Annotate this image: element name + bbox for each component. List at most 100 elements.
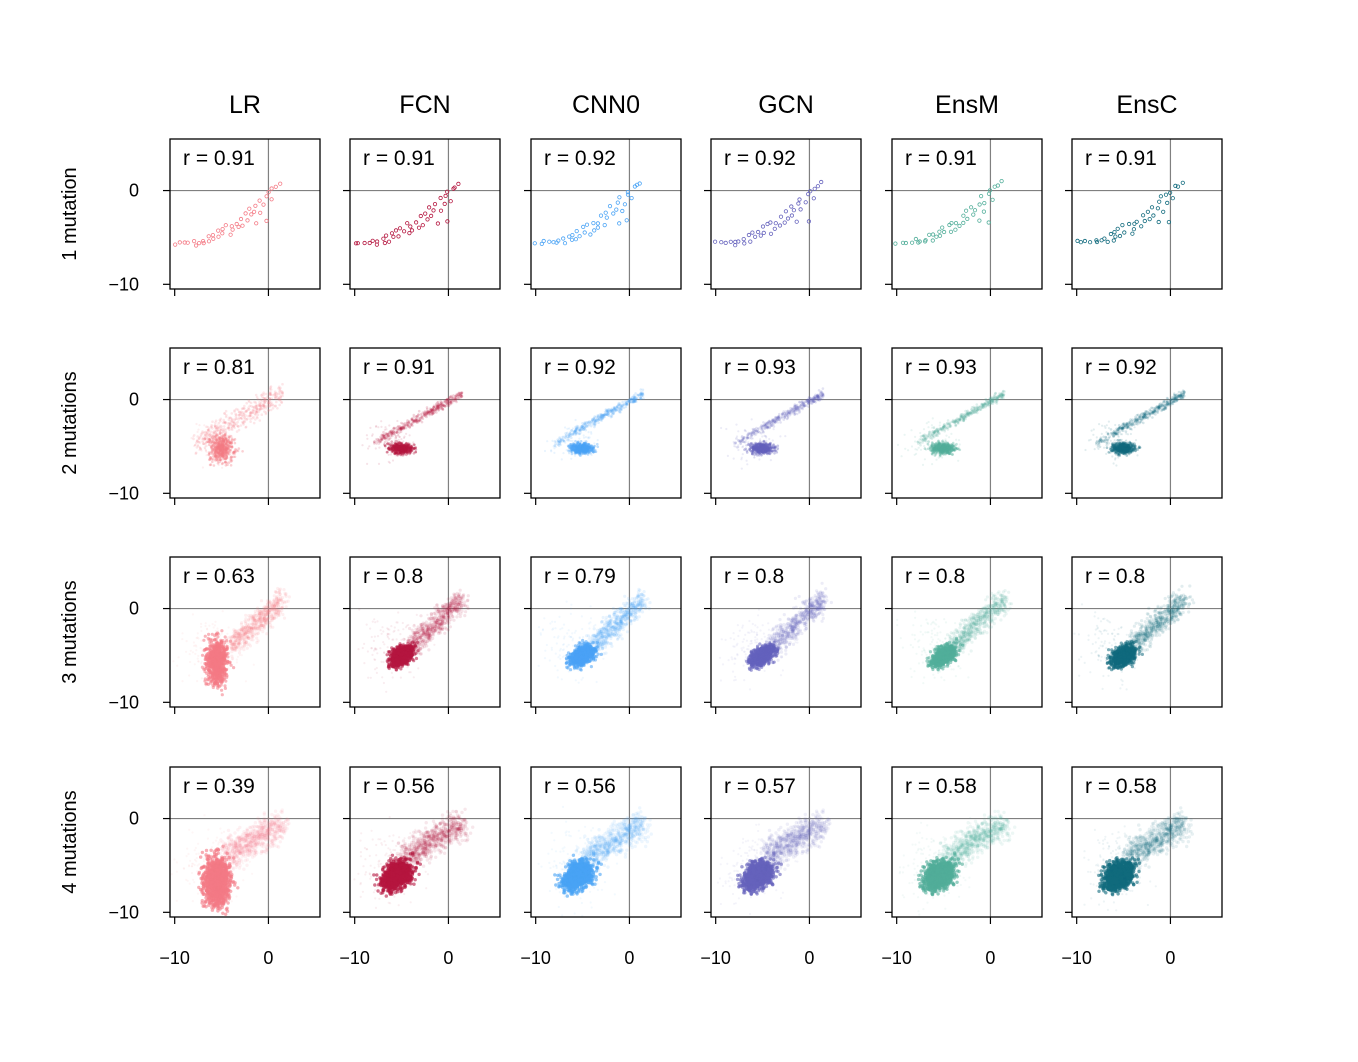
data-point: [396, 445, 400, 449]
data-point: [436, 406, 440, 409]
data-point: [394, 435, 398, 438]
data-point: [217, 454, 221, 457]
data-point: [564, 436, 567, 440]
data-point: [735, 435, 739, 438]
data-point: [396, 444, 399, 448]
data-point: [193, 444, 196, 448]
data-point: [816, 395, 820, 398]
data-point: [758, 452, 761, 456]
data-point: [810, 399, 813, 403]
data-point: [371, 433, 374, 436]
data-point: [578, 446, 581, 450]
data-point: [585, 444, 588, 448]
data-point: [760, 446, 764, 450]
data-point: [218, 453, 222, 456]
data-point: [764, 445, 767, 449]
data-point: [568, 427, 571, 430]
data-point: [233, 410, 236, 413]
data-point: [632, 399, 636, 402]
data-point: [403, 422, 407, 425]
data-point: [757, 450, 761, 453]
data-point: [580, 448, 583, 451]
data-point: [758, 445, 762, 449]
data-point: [394, 447, 398, 451]
data-point: [753, 429, 757, 433]
data-point: [579, 450, 582, 453]
data-point: [758, 451, 762, 455]
data-point: [758, 449, 762, 452]
data-point: [398, 451, 402, 455]
data-point: [424, 415, 427, 418]
data-point: [764, 445, 767, 448]
data-point: [431, 412, 435, 415]
data-point: [569, 430, 572, 433]
data-point: [256, 416, 259, 420]
data-point: [278, 387, 281, 391]
data-point: [590, 449, 594, 452]
data-point: [225, 442, 228, 446]
data-point: [240, 414, 244, 418]
data-point: [406, 442, 410, 446]
data-point: [821, 397, 824, 401]
data-point: [788, 410, 792, 413]
data-point: [391, 431, 395, 435]
data-point: [633, 400, 637, 403]
data-point: [219, 453, 222, 456]
data-point: [579, 448, 582, 452]
column-title-cnn0: CNN0: [572, 91, 640, 119]
data-point: [609, 408, 612, 412]
data-point: [575, 443, 579, 446]
data-point: [398, 444, 401, 448]
data-point: [584, 448, 588, 451]
data-point: [587, 448, 591, 452]
data-point: [405, 446, 409, 450]
data-point: [573, 430, 577, 433]
data-point: [587, 446, 590, 449]
data-point: [751, 430, 755, 434]
data-point: [752, 446, 755, 449]
data-point: [933, 454, 937, 457]
data-point: [756, 447, 760, 450]
data-point: [751, 445, 755, 448]
data-point: [217, 443, 221, 446]
data-point: [397, 446, 400, 449]
data-point: [264, 405, 267, 408]
data-point: [753, 446, 756, 450]
data-point: [405, 445, 408, 448]
data-point: [761, 453, 764, 457]
data-point: [546, 440, 549, 443]
data-point: [592, 445, 595, 448]
data-point: [582, 448, 586, 452]
data-point: [569, 434, 572, 438]
data-point: [258, 407, 262, 410]
data-point: [1166, 220, 1172, 225]
data-point: [454, 396, 458, 399]
data-point: [386, 239, 392, 244]
data-point: [220, 454, 224, 458]
data-point: [629, 397, 633, 401]
data-point: [787, 411, 790, 415]
data-point: [393, 446, 397, 449]
data-point: [578, 447, 582, 451]
data-point: [638, 394, 641, 398]
data-point: [584, 451, 587, 454]
data-point: [410, 445, 414, 448]
data-point: [770, 446, 774, 450]
data-point: [567, 234, 572, 239]
data-point: [391, 447, 395, 450]
data-point: [806, 400, 810, 404]
data-point: [589, 424, 593, 428]
data-point: [259, 404, 263, 407]
data-point: [573, 444, 576, 447]
data-point: [198, 424, 201, 427]
data-point: [216, 462, 220, 465]
data-point: [405, 445, 409, 449]
data-point: [414, 448, 418, 451]
data-point: [229, 456, 232, 459]
data-point: [214, 440, 217, 444]
data-point: [259, 405, 263, 408]
data-point: [584, 449, 587, 452]
data-point: [622, 403, 625, 406]
data-point: [748, 447, 752, 451]
data-point: [566, 427, 569, 430]
